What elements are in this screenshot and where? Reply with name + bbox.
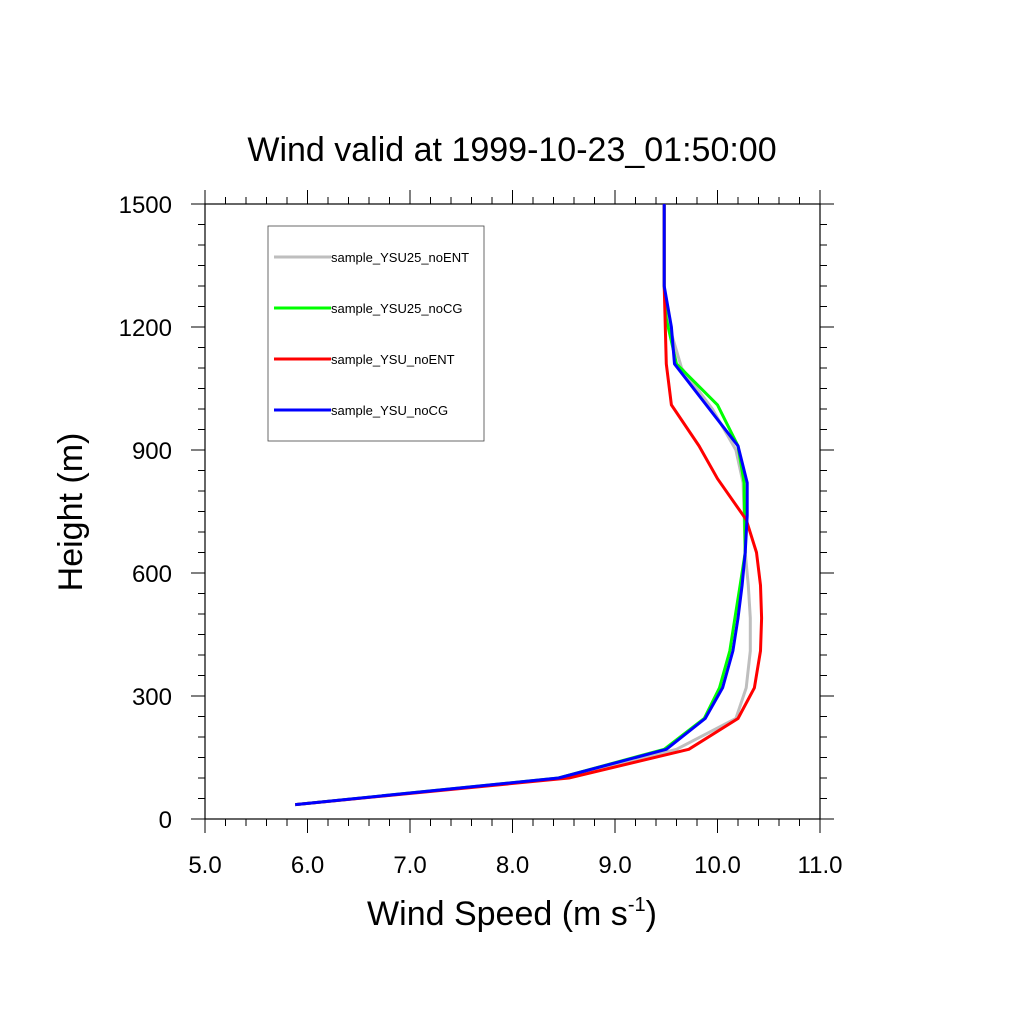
series-line-sample_YSU_noCG <box>295 204 749 807</box>
y-tick-label: 900 <box>132 438 172 465</box>
x-tick-label: 9.0 <box>598 852 631 879</box>
y-tick-labels: 0 300 600 900 1200 1500 <box>119 192 172 834</box>
x-tick-label: 5.0 <box>188 852 221 879</box>
x-tick-label: 10.0 <box>694 852 741 879</box>
legend: sample_YSU25_noENT sample_YSU25_noCGsampl… <box>267 225 485 442</box>
legend-label: sample_YSU25_noENT <box>331 250 469 265</box>
chart-title: Wind valid at 1999-10-23_01:50:00 <box>247 131 776 169</box>
x-axis-title-main: Wind Speed (m s <box>367 895 628 933</box>
legend-items: sample_YSU25_noENT sample_YSU25_noCGsampl… <box>274 250 469 418</box>
y-tick-label: 0 <box>159 807 172 834</box>
x-axis-title-tail: ) <box>646 895 657 933</box>
x-tick-label: 8.0 <box>496 852 529 879</box>
legend-label: sample_YSU_noCG <box>331 403 448 418</box>
x-axis-title: Wind Speed (m s-1) <box>367 894 657 933</box>
legend-label: sample_YSU25_noCG <box>331 301 463 316</box>
y-tick-label: 300 <box>132 684 172 711</box>
x-tick-labels: 5.0 6.0 7.0 8.0 9.0 10.0 11.0 <box>188 852 842 879</box>
legend-box <box>267 225 485 442</box>
x-tick-label: 6.0 <box>291 852 324 879</box>
legend-label: sample_YSU_noENT <box>331 352 455 367</box>
x-tick-label: 7.0 <box>393 852 426 879</box>
x-axis-title-sup: -1 <box>628 894 646 916</box>
y-axis-title: Height (m) <box>52 433 90 592</box>
axis-ticks <box>191 190 834 833</box>
y-tick-label: 600 <box>132 561 172 588</box>
y-tick-label: 1500 <box>119 192 172 219</box>
x-tick-label: 11.0 <box>798 852 843 879</box>
y-tick-label: 1200 <box>119 315 172 342</box>
series-line-sample_YSU25_noENT <box>295 204 752 807</box>
series-line-sample_YSU_noENT <box>295 204 764 807</box>
series-lines <box>295 204 764 807</box>
